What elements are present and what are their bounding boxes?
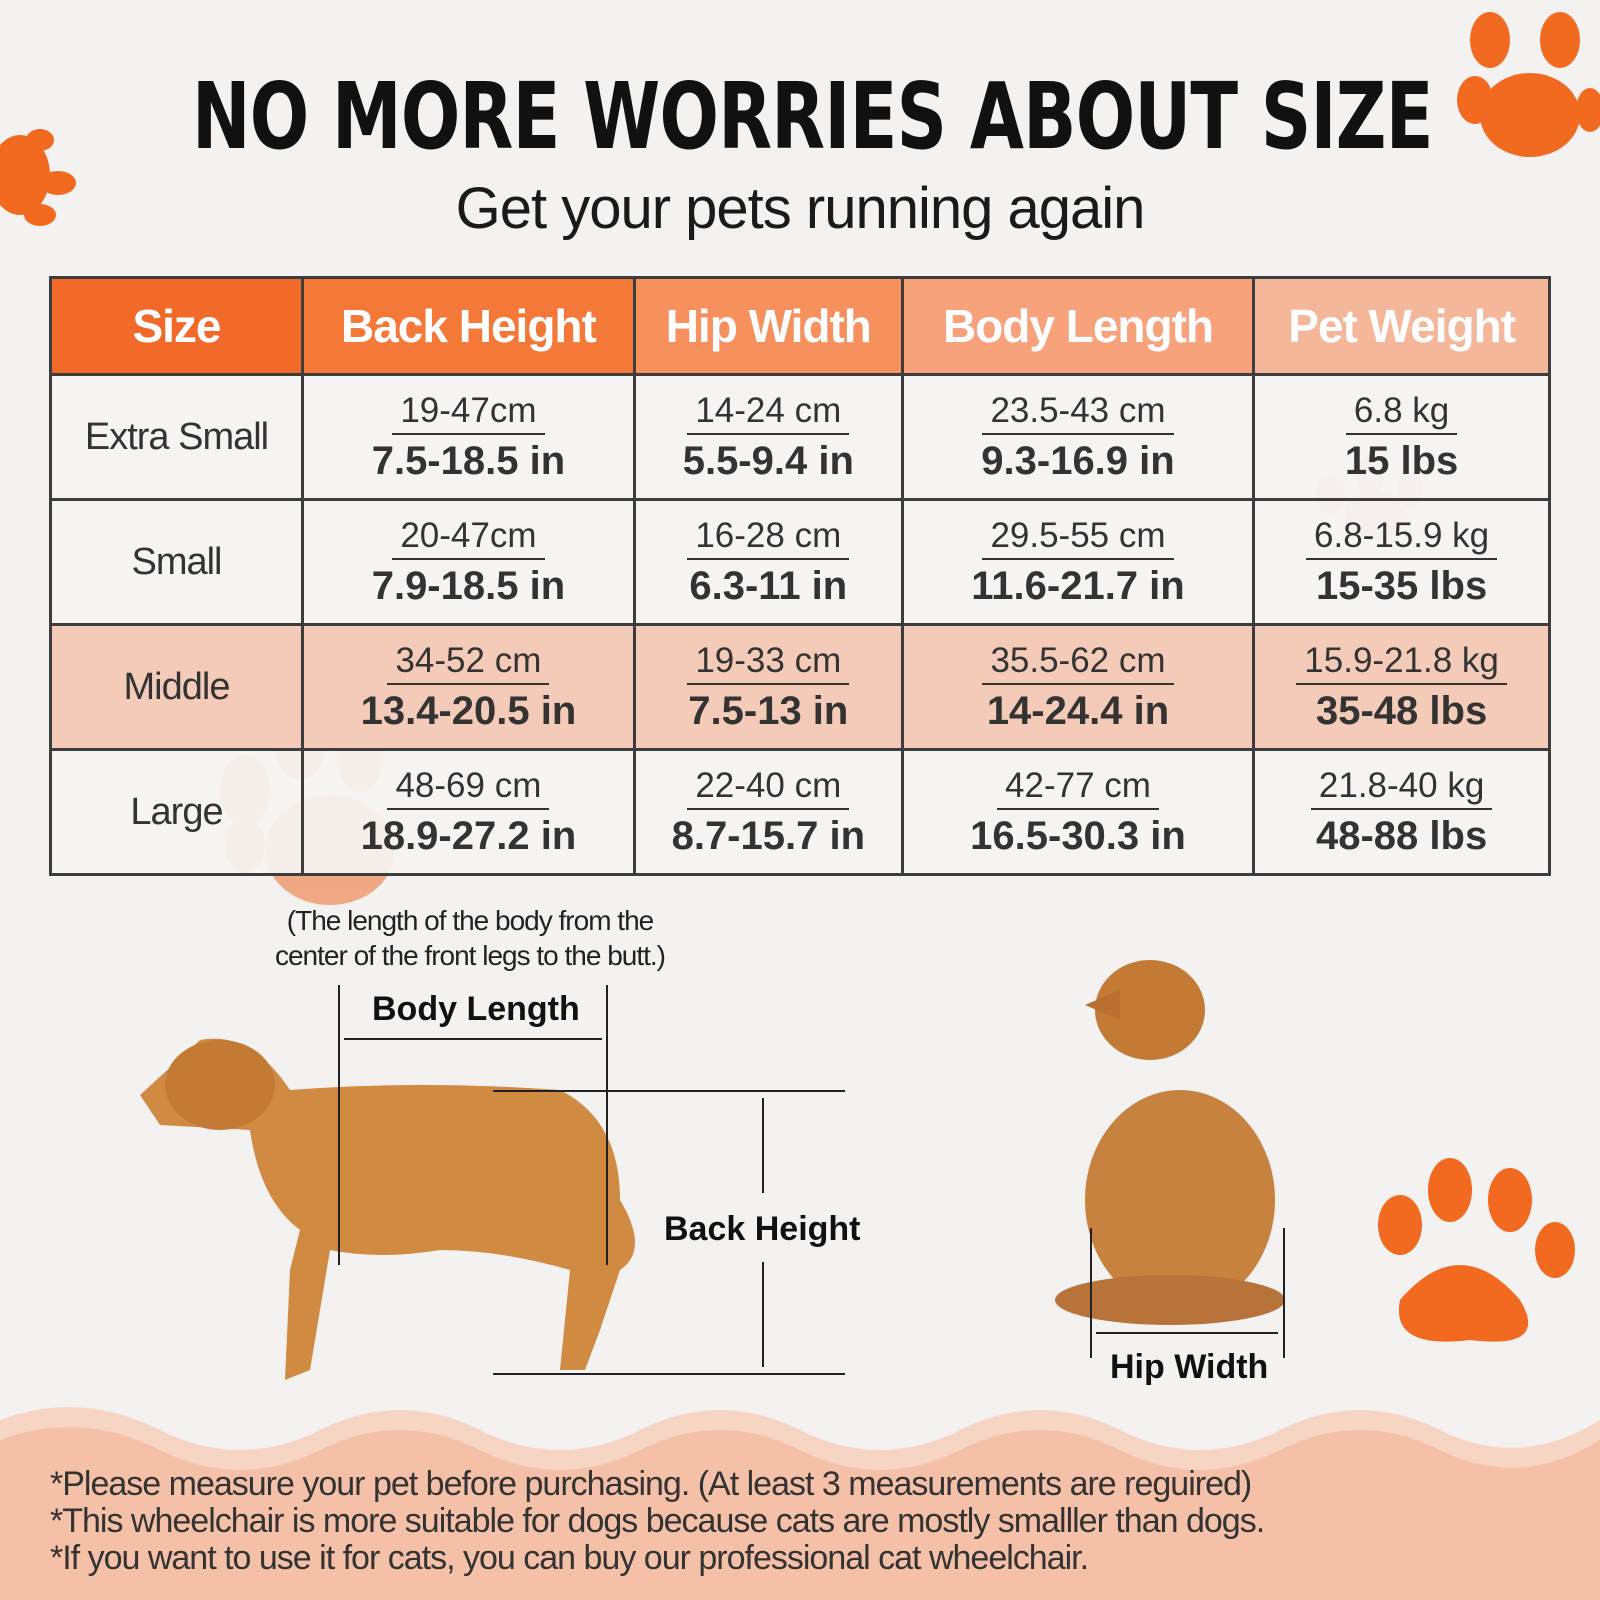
size-cell: Middle [49, 623, 304, 751]
measurement-cell: 16-28 cm 6.3-11 in [632, 498, 904, 626]
note-line: center of the front legs to the butt.) [274, 940, 666, 971]
body-length-note: (The length of the body from the center … [200, 903, 740, 973]
imperial-value: 5.5-9.4 in [682, 438, 854, 483]
header-size: Size [49, 276, 304, 376]
body-length-label: Body Length [372, 990, 580, 1028]
paw-icon [0, 129, 76, 226]
metric-value: 6.8-15.9 kg [1306, 516, 1498, 560]
footer-note: *This wheelchair is more suitable for do… [50, 1502, 1265, 1540]
measurement-cell: 42-77 cm 16.5-30.3 in [900, 748, 1256, 876]
measurement-cell: 34-52 cm 13.4-20.5 in [301, 623, 636, 751]
measurement-cell: 21.8-40 kg 48-88 lbs [1252, 748, 1551, 876]
size-chart-table: Size Back Height Hip Width Body Length P… [49, 276, 1551, 876]
page-subtitle: Get your pets running again [455, 176, 1146, 241]
metric-value: 35.5-62 cm [982, 641, 1174, 685]
hip-width-label: Hip Width [1110, 1348, 1269, 1386]
measurement-cell: 6.8 kg 15 lbs [1252, 373, 1551, 501]
imperial-value: 48-88 lbs [1315, 813, 1488, 858]
footer-note: *Please measure your pet before purchasi… [50, 1465, 1252, 1503]
imperial-value: 35-48 lbs [1315, 688, 1488, 733]
measurement-cell: 29.5-55 cm 11.6-21.7 in [900, 498, 1256, 626]
header-body-length: Body Length [900, 276, 1256, 376]
metric-value: 29.5-55 cm [982, 516, 1174, 560]
table-row: Middle 34-52 cm 13.4-20.5 in 19-33 cm 7.5-13… [49, 623, 1551, 751]
imperial-value: 16.5-30.3 in [970, 813, 1186, 858]
measurement-cell: 23.5-43 cm 9.3-16.9 in [900, 373, 1256, 501]
imperial-value: 15 lbs [1344, 438, 1459, 483]
back-height-arrow [762, 1098, 764, 1193]
measure-line [493, 1090, 845, 1092]
imperial-value: 18.9-27.2 in [360, 813, 577, 858]
paw-icon [1457, 12, 1600, 157]
footer-note: *If you want to use it for cats, you can… [50, 1539, 1089, 1577]
back-height-label: Back Height [664, 1210, 861, 1248]
measurement-cell: 15.9-21.8 kg 35-48 lbs [1252, 623, 1551, 751]
header-back-height: Back Height [301, 276, 636, 376]
measure-line [1090, 1228, 1092, 1358]
page-title: NO MORE WORRIES ABOUT SIZE [192, 63, 1433, 170]
size-cell: Small [49, 498, 304, 626]
metric-value: 22-40 cm [687, 766, 850, 810]
footer-wave-background [0, 1407, 1600, 1600]
metric-value: 48-69 cm [387, 766, 550, 810]
table-row: Small 20-47cm 7.9-18.5 in 16-28 cm 6.3-11 in… [49, 498, 1551, 626]
imperial-value: 8.7-15.7 in [671, 813, 866, 858]
measurement-cell: 19-47cm 7.5-18.5 in [301, 373, 636, 501]
sitting-dog-image [1055, 960, 1285, 1325]
measurement-cell: 22-40 cm 8.7-15.7 in [632, 748, 904, 876]
measurement-cell: 48-69 cm 18.9-27.2 in [301, 748, 636, 876]
metric-value: 42-77 cm [997, 766, 1159, 810]
imperial-value: 7.5-13 in [688, 688, 849, 733]
metric-value: 19-47cm [392, 391, 545, 435]
measurement-cell: 14-24 cm 5.5-9.4 in [632, 373, 904, 501]
metric-value: 14-24 cm [687, 391, 850, 435]
metric-value: 21.8-40 kg [1310, 766, 1493, 810]
metric-value: 15.9-21.8 kg [1296, 641, 1507, 685]
measure-line [338, 985, 340, 1265]
imperial-value: 7.9-18.5 in [371, 563, 566, 608]
measurement-cell: 20-47cm 7.9-18.5 in [301, 498, 636, 626]
header-hip-width: Hip Width [632, 276, 904, 376]
metric-value: 16-28 cm [687, 516, 850, 560]
size-cell: Extra Small [49, 373, 304, 501]
size-cell: Large [49, 748, 304, 876]
table-header-row: Size Back Height Hip Width Body Length P… [49, 276, 1551, 376]
imperial-value: 11.6-21.7 in [971, 563, 1185, 608]
metric-value: 19-33 cm [687, 641, 850, 685]
measure-line [493, 1373, 845, 1375]
imperial-value: 6.3-11 in [689, 563, 848, 608]
measure-line [1283, 1228, 1285, 1358]
metric-value: 34-52 cm [387, 641, 550, 685]
metric-value: 20-47cm [392, 516, 545, 560]
hip-width-arrow [1096, 1332, 1278, 1334]
table-row: Extra Small 19-47cm 7.5-18.5 in 14-24 cm 5.5… [49, 373, 1551, 501]
imperial-value: 13.4-20.5 in [360, 688, 577, 733]
measurement-cell: 6.8-15.9 kg 15-35 lbs [1252, 498, 1551, 626]
imperial-value: 9.3-16.9 in [981, 438, 1175, 483]
standing-dog-image [140, 1038, 635, 1380]
body-length-arrow [344, 1038, 602, 1040]
measurement-cell: 19-33 cm 7.5-13 in [632, 623, 904, 751]
imperial-value: 14-24.4 in [986, 688, 1170, 733]
imperial-value: 7.5-18.5 in [371, 438, 566, 483]
paw-icon [1378, 1158, 1575, 1342]
imperial-value: 15-35 lbs [1315, 563, 1488, 608]
measure-line [606, 985, 608, 1265]
header-pet-weight: Pet Weight [1252, 276, 1551, 376]
back-height-arrow [762, 1262, 764, 1367]
table-row: Large 48-69 cm 18.9-27.2 in 22-40 cm 8.7-15.… [49, 748, 1551, 876]
note-line: (The length of the body from the [286, 905, 654, 936]
metric-value: 6.8 kg [1345, 391, 1458, 435]
measurement-cell: 35.5-62 cm 14-24.4 in [900, 623, 1256, 751]
metric-value: 23.5-43 cm [982, 391, 1174, 435]
